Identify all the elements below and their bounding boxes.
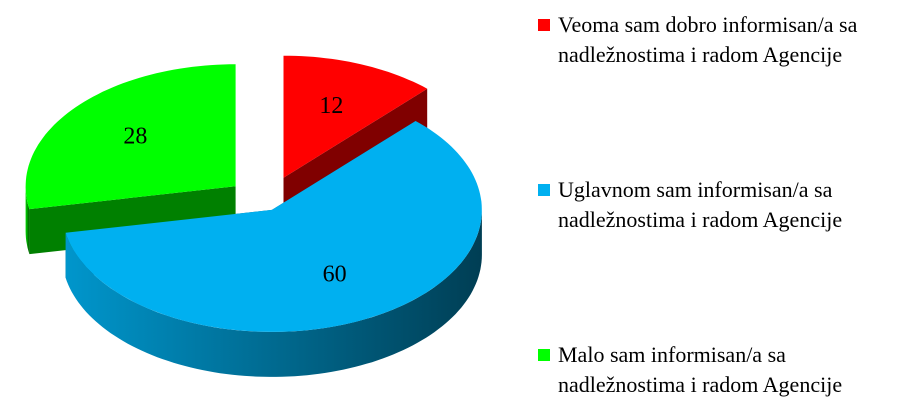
data-label: 28 [123, 124, 147, 150]
data-label: 60 [323, 262, 347, 288]
legend-swatch [538, 349, 550, 361]
legend-label: Uglavnom sam informisan/a sa nadležnosti… [558, 177, 843, 232]
legend-item: Veoma sam dobro informisan/a sa nadležno… [538, 10, 878, 70]
slice [283, 55, 428, 178]
data-label: 12 [319, 93, 343, 119]
slice-wall [65, 209, 482, 377]
slice [25, 64, 236, 210]
legend-item: Malo sam informisan/a sa nadležnostima i… [538, 340, 878, 400]
slice-wall [25, 186, 30, 255]
legend-label: Malo sam informisan/a sa nadležnostima i… [558, 342, 843, 397]
legend-swatch [538, 184, 550, 196]
chart: 12 60 28 [25, 55, 482, 377]
legend-swatch [538, 19, 550, 31]
legend-item: Uglavnom sam informisan/a sa nadležnosti… [538, 175, 878, 235]
legend-label: Veoma sam dobro informisan/a sa nadležno… [558, 12, 858, 67]
slice [65, 121, 482, 332]
